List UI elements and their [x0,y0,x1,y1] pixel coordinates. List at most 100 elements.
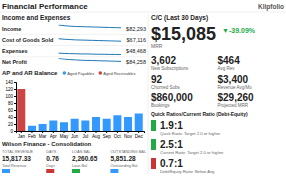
y-tick: 120 [5,87,16,92]
sparkline [58,25,121,28]
y-tick-mark [14,131,16,132]
y-tick-mark [14,82,16,83]
x-tick-label: Mar [39,134,47,139]
column-header: DAYS [46,150,57,154]
panel-bar: AP and AR BalanceAged PayablesAged Recei… [2,70,145,139]
y-tick: 40 [8,115,16,120]
legend-label: Aged Payables [67,71,94,76]
row-separator [2,34,146,35]
x-tick-label: Nov [124,134,133,139]
table-column: LOAN BAL2,260.65Loan Bal [72,150,98,173]
bar [28,126,36,131]
x-axis: JanFebMarAprMayJunJulAugSepOctNovDec [17,131,145,139]
x-tick: Apr [50,131,58,139]
y-tick-mark [14,110,16,111]
y-tick: 0 [10,129,16,134]
table-value: 0.76 [46,155,59,162]
x-tick: Mar [39,131,47,139]
y-tick-label: 60 [8,108,14,113]
status-swatch [151,158,156,169]
y-tick-mark [14,89,16,90]
stat-caption: Avg Rev [218,66,236,71]
y-tick-label: 0 [10,129,13,134]
dashboard-svg: Financial Performance Klipfolio Income and… [0,0,286,176]
color-swatch [2,169,10,173]
column-header: OUTSTANDING BAL [110,150,146,154]
legend-swatch [98,71,102,75]
x-tick-mark [53,131,54,133]
table-value: 2,260.65 [72,155,98,163]
y-tick-label: 100 [5,94,13,99]
header-rule [0,12,286,13]
bar [124,117,132,131]
panel-stats: 3,602New Subscriptions$464Avg Rev92Churn… [151,55,254,108]
panel-title: C/C (Last 30 Days) [151,14,208,22]
x-tick: Nov [124,131,133,139]
x-tick-mark [21,131,22,133]
row-label: Cost of Goods Sold [2,37,53,43]
row-separator [2,56,146,57]
y-tick: 80 [8,101,16,106]
x-tick-label: Apr [50,134,58,139]
row-separator [2,45,146,46]
panel-kpi: C/C (Last 30 Days)$15,085▼-39.09%MRR [151,14,256,49]
x-tick-mark [42,131,43,133]
x-tick-label: May [60,134,69,139]
table-sub: Loan Bal [72,164,87,168]
x-tick-label: Oct [114,134,122,139]
ratio-caption: Debt/Equity Ratio: Below Avg [160,169,215,174]
stat-caption: New Subscriptions [151,66,189,71]
bars [17,89,142,131]
y-axis-line [14,83,17,132]
row-value: $84,258 [126,59,146,65]
stat-caption: Churned Subs [151,85,181,90]
table-column: TOTAL REVENUE15,817.33Total Revenue [2,150,34,173]
stat-value: 92 [151,74,163,85]
x-tick-mark [128,131,129,133]
row-label: Net Profit [2,59,27,65]
x-tick-label: Jan [18,134,26,139]
y-tick: 140 [5,80,16,85]
x-tick-label: Jul [82,134,88,139]
status-swatch [151,120,156,131]
legend-item: Aged Payables [63,71,95,76]
kpi-value: $15,085 [151,24,216,44]
x-tick-label: Feb [28,134,36,139]
y-tick-label: 120 [5,87,13,92]
y-tick: 100 [5,94,16,99]
color-swatch [110,169,118,173]
panel-title: Income and Expenses [2,14,71,22]
sparkline [58,58,121,61]
y-tick-label: 40 [8,115,14,120]
row-value: $82,293 [126,26,146,32]
bar [113,115,121,131]
x-tick: Aug [92,131,101,139]
sparkline-group [58,53,121,54]
table-sub: Days [46,164,55,168]
panel-line: Income and ExpensesIncome$82,293Cost of … [2,14,146,65]
table-column: OUTSTANDING BAL5,851.28Outstanding Bal [110,150,146,173]
ratio-value: 2.5:1 [160,139,183,150]
legend: Aged Payables Aged Receivables [63,71,136,76]
x-tick-mark [96,131,97,133]
legend-item: Aged Receivables [98,71,135,76]
stat-caption: Revenue Avg/Mo [218,85,253,90]
sparkline [58,53,121,54]
dashboard-title: Financial Performance [2,2,88,11]
brand: Klipfolio [258,3,284,11]
y-tick-label: 20 [8,122,14,127]
y-tick-mark [14,103,16,104]
y-tick-mark [14,117,16,118]
x-tick: Jun [71,131,79,139]
bar [135,114,143,132]
stat-value: $29,260 [218,92,255,103]
column-header: TOTAL REVENUE [2,150,34,154]
panel-scorecard: Quick Ratios/Current Ratio (Debt-Equity)… [151,111,248,174]
x-tick-label: Sep [103,134,112,139]
x-tick-label: Jun [71,134,79,139]
dashboard: Financial Performance Klipfolio Income and… [0,0,286,176]
x-tick: Feb [28,131,36,139]
x-tick-mark [74,131,75,133]
stat-value: $860,000 [151,92,193,103]
y-tick-mark [14,96,16,97]
